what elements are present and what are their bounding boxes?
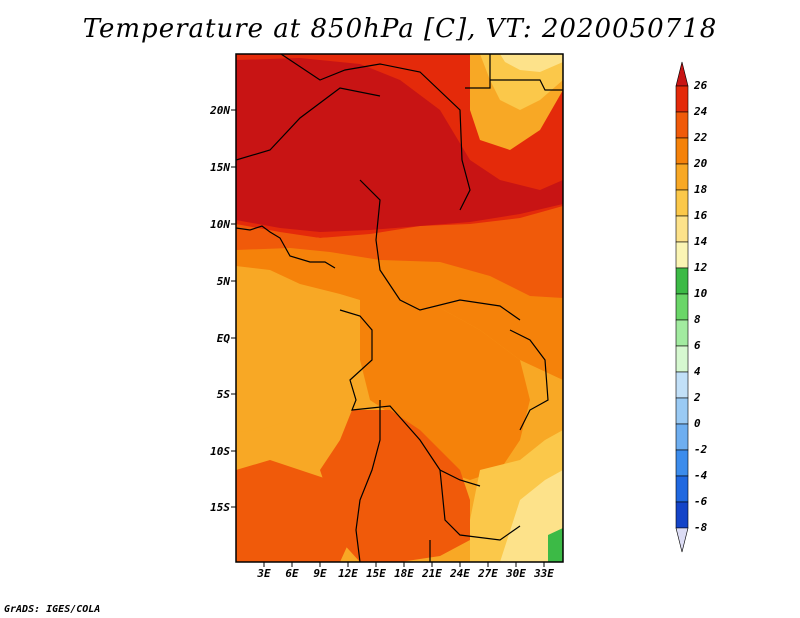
colorbar-level-label: 24: [694, 105, 708, 118]
plot-frame: [235, 53, 564, 563]
northern-border: [279, 54, 471, 211]
colorbar-level-label: 6: [694, 339, 701, 352]
colorbar-level-label: 26: [694, 79, 708, 92]
colorbar-level-label: 12: [694, 261, 708, 274]
field-band-pale-northeast: [500, 54, 563, 72]
temperature-field: [236, 54, 563, 562]
lat-label-10n: 10N: [210, 218, 230, 231]
grads-credit: GrADS: IGES/COLA: [4, 604, 101, 615]
lon-ticks: [263, 562, 545, 567]
colorbar-swatch: [675, 163, 689, 191]
colorbar-swatch: [675, 189, 689, 217]
colorbar-swatch: [675, 85, 689, 113]
colorbar-swatch: [675, 241, 689, 269]
northeast-border: [490, 79, 563, 91]
lat-label-5n: 5N: [216, 275, 230, 288]
colorbar-level-label: -6: [694, 495, 708, 508]
colorbar-swatch: [675, 449, 689, 477]
field-band-orange-southwest: [236, 460, 350, 562]
lat-label-eq: EQ: [216, 332, 230, 345]
sahel-border: [236, 87, 381, 161]
zambia-border: [439, 469, 521, 541]
colorbar-swatch: [675, 293, 689, 321]
lon-label-18e: 18E: [394, 567, 414, 580]
colorbar-over-arrow: [675, 61, 689, 87]
congo-border: [339, 309, 481, 487]
angola-border: [355, 400, 381, 562]
colorbar-swatch: [675, 501, 689, 529]
colorbar-level-label: 18: [694, 183, 708, 196]
lon-label-24e: 24E: [450, 567, 470, 580]
colorbar-swatch: [675, 475, 689, 503]
colorbar-level-label: 2: [694, 391, 701, 404]
colorbar-under-arrow: [675, 527, 689, 553]
field-band-orange-central: [360, 298, 530, 480]
lon-label-12e: 12E: [338, 567, 358, 580]
lon-label-15e: 15E: [366, 567, 386, 580]
colorbar-level-label: 22: [694, 131, 708, 144]
east-border: [509, 329, 549, 431]
colorbar-swatch: [675, 111, 689, 139]
colorbar: [675, 61, 689, 553]
colorbar-level-label: -4: [694, 469, 708, 482]
lat-label-15n: 15N: [210, 161, 230, 174]
lat-label-5s: 5S: [216, 388, 230, 401]
colorbar-swatch: [675, 423, 689, 451]
lon-label-21e: 21E: [422, 567, 442, 580]
field-band-yellow-west: [236, 266, 360, 432]
colorbar-level-label: 20: [694, 157, 708, 170]
colorbar-level-label: 4: [694, 365, 701, 378]
egypt-border: [465, 54, 491, 89]
colorbar-level-label: -2: [694, 443, 708, 456]
map-title: Temperature at 850hPa [C], VT: 202005071…: [82, 14, 718, 44]
colorbar-level-label: -8: [694, 521, 708, 534]
colorbar-swatch: [675, 397, 689, 425]
lat-label-10s: 10S: [210, 445, 230, 458]
field-band-orange-light: [236, 248, 563, 380]
field-band-green-corner: [548, 528, 563, 562]
colorbar-swatch: [675, 345, 689, 373]
field-band-orange-south: [320, 410, 470, 562]
colorbar-level-label: 14: [694, 235, 708, 248]
lon-label-30e: 30E: [506, 567, 526, 580]
colorbar-swatch: [675, 371, 689, 399]
colorbar-swatch: [675, 137, 689, 165]
field-band-cream-southeast: [500, 470, 563, 562]
lat-ticks: [231, 109, 236, 508]
lon-label-27e: 27E: [478, 567, 498, 580]
lat-label-20n: 20N: [210, 104, 230, 117]
country-borders: [236, 54, 563, 562]
lat-label-15s: 15S: [210, 501, 230, 514]
lon-label-9e: 9E: [313, 567, 327, 580]
colorbar-level-label: 10: [694, 287, 708, 300]
colorbar-level-label: 0: [694, 417, 701, 430]
field-band-darkred-north: [236, 58, 563, 232]
colorbar-swatch: [675, 319, 689, 347]
lon-label-6e: 6E: [285, 567, 299, 580]
central-border: [359, 179, 521, 321]
lon-label-33e: 33E: [534, 567, 554, 580]
lon-label-3e: 3E: [257, 567, 271, 580]
colorbar-swatch: [675, 215, 689, 243]
colorbar-swatch: [675, 267, 689, 295]
colorbar-level-label: 16: [694, 209, 708, 222]
west-coast-line: [236, 225, 336, 269]
colorbar-level-label: 8: [694, 313, 701, 326]
